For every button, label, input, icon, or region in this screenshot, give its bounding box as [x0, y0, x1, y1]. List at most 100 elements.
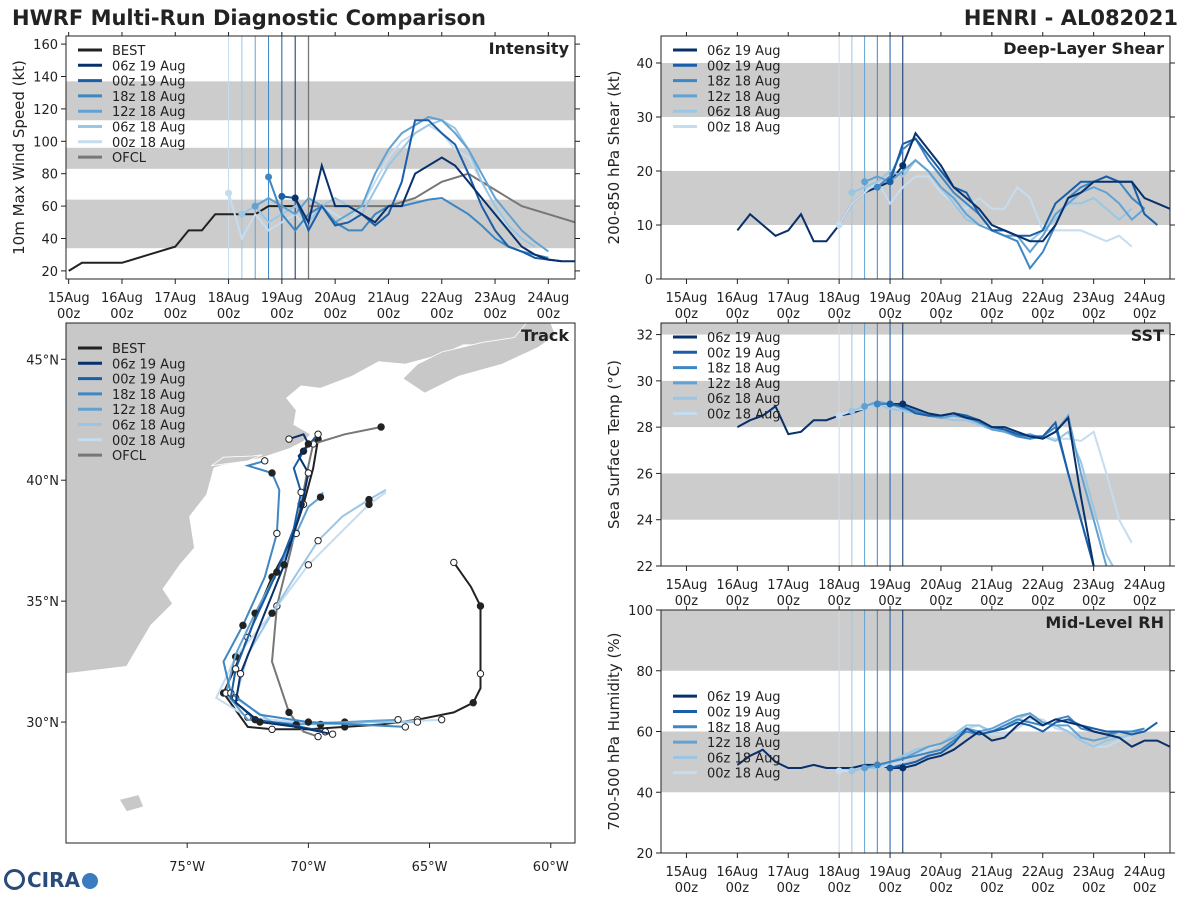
x-tick-label: 17Aug — [767, 865, 809, 880]
chart-title-storm: HENRI - AL082021 — [963, 6, 1178, 30]
series-line-2 — [267, 176, 549, 259]
run-track-0-marker — [304, 469, 313, 477]
y-tick-label: 40 — [636, 57, 653, 72]
lon-tick-label: 70°W — [290, 860, 326, 875]
x-tick-label: 00z — [878, 307, 902, 322]
init-marker — [278, 192, 286, 200]
y-tick-label: 100 — [628, 604, 653, 619]
panel-title: Track — [521, 326, 569, 345]
x-tick-label: 00z — [980, 881, 1004, 896]
x-tick-label: 00z — [929, 594, 953, 609]
run-track-3-marker — [316, 493, 325, 501]
run-track-1-marker — [314, 430, 322, 438]
series-line-0 — [902, 715, 1170, 769]
x-tick-label: 18Aug — [818, 578, 860, 593]
run-track-0-marker — [304, 440, 313, 448]
threshold-band — [661, 380, 1170, 428]
x-tick-label: 00z — [164, 307, 188, 322]
y-tick-label: 22 — [636, 560, 653, 575]
landmass-long-island — [211, 454, 263, 467]
ofcl-track-marker — [314, 732, 322, 741]
lon-tick-label: 60°W — [533, 860, 569, 875]
y-tick-label: 24 — [636, 514, 653, 529]
x-tick-label: 00z — [1031, 881, 1055, 896]
init-marker — [886, 764, 894, 772]
legend-label: 00z 19 Aug — [112, 75, 186, 90]
series-line-0 — [901, 131, 1170, 243]
x-tick-label: 00z — [537, 307, 561, 322]
x-tick-label: 00z — [726, 594, 750, 609]
legend-label: 00z 19 Aug — [707, 346, 781, 361]
legend-label: 00z 18 Aug — [112, 434, 186, 449]
series-line-1 — [889, 718, 1158, 769]
x-tick-label: 24Aug — [1124, 291, 1166, 306]
lat-tick-label: 45°N — [26, 353, 59, 368]
y-tick-label: 80 — [41, 168, 58, 183]
x-tick-label: 00z — [1082, 881, 1106, 896]
best-track-marker — [450, 558, 458, 567]
x-tick-label: 00z — [217, 307, 241, 322]
x-tick-label: 00z — [1082, 307, 1106, 322]
init-marker — [848, 407, 856, 415]
x-tick-label: 20Aug — [920, 865, 962, 880]
x-tick-label: 00z — [777, 881, 801, 896]
legend-label: 06z 18 Aug — [707, 751, 781, 766]
x-tick-label: 18Aug — [818, 865, 860, 880]
x-tick-label: 00z — [1031, 307, 1055, 322]
x-tick-label: 22Aug — [421, 291, 463, 306]
x-tick-label: 22Aug — [1022, 291, 1064, 306]
legend-label: OFCL — [112, 151, 147, 166]
init-marker — [873, 183, 881, 191]
legend-label: 06z 19 Aug — [707, 331, 781, 346]
panel-title: SST — [1131, 326, 1164, 345]
plot-area-intensity — [66, 36, 575, 279]
chart-title-left: HWRF Multi-Run Diagnostic Comparison — [12, 6, 487, 30]
x-tick-label: 00z — [1031, 594, 1055, 609]
ofcl-line — [308, 172, 575, 224]
x-tick-label: 22Aug — [1022, 865, 1064, 880]
x-tick-label: 00z — [777, 307, 801, 322]
x-tick-label: 19Aug — [869, 865, 911, 880]
x-tick-label: 00z — [675, 307, 699, 322]
init-marker — [861, 178, 869, 186]
y-tick-label: 20 — [636, 165, 653, 180]
init-marker — [835, 221, 843, 229]
map-area — [66, 323, 575, 843]
panel-sst: 22242628303215Aug00z16Aug00z17Aug00z18Au… — [605, 319, 1175, 609]
legend-label: 00z 18 Aug — [112, 136, 186, 151]
threshold-band — [66, 81, 575, 121]
legend-label: 00z 18 Aug — [707, 767, 781, 782]
x-tick-label: 00z — [1133, 881, 1157, 896]
run-track-4-line — [234, 489, 418, 726]
series-line-0 — [294, 156, 575, 263]
init-marker — [899, 400, 907, 408]
x-tick-label: 24Aug — [527, 291, 569, 306]
x-tick-label: 17Aug — [767, 578, 809, 593]
x-tick-label: 16Aug — [101, 291, 143, 306]
legend-label: 18z 18 Aug — [707, 721, 781, 736]
lat-tick-label: 30°N — [26, 716, 59, 731]
panel-intensity: 2040608010012014016015Aug00z16Aug00z17Au… — [10, 32, 580, 322]
x-tick-label: 18Aug — [818, 291, 860, 306]
legend-label: 12z 18 Aug — [112, 403, 186, 418]
x-tick-label: 00z — [270, 307, 294, 322]
run-track-4-marker — [314, 536, 322, 545]
threshold-band — [661, 63, 1170, 117]
x-tick-label: 18Aug — [208, 291, 250, 306]
series-line-1 — [281, 119, 562, 263]
plot-area-shear — [661, 36, 1170, 279]
x-tick-label: 16Aug — [716, 865, 758, 880]
x-tick-label: 17Aug — [767, 291, 809, 306]
run-track-4-marker — [365, 495, 373, 504]
series-line-3 — [864, 712, 1145, 769]
run-track-2-marker — [239, 621, 247, 630]
y-tick-label: 28 — [636, 421, 653, 436]
y-tick-label: 120 — [33, 103, 58, 118]
x-tick-label: 20Aug — [920, 578, 962, 593]
axes-frame — [65, 322, 576, 844]
x-tick-label: 00z — [675, 594, 699, 609]
y-axis-label: Sea Surface Temp (°C) — [605, 360, 623, 529]
x-tick-label: 23Aug — [1073, 291, 1115, 306]
legend-label: 00z 19 Aug — [707, 59, 781, 74]
landmass-nova-scotia — [402, 323, 557, 394]
